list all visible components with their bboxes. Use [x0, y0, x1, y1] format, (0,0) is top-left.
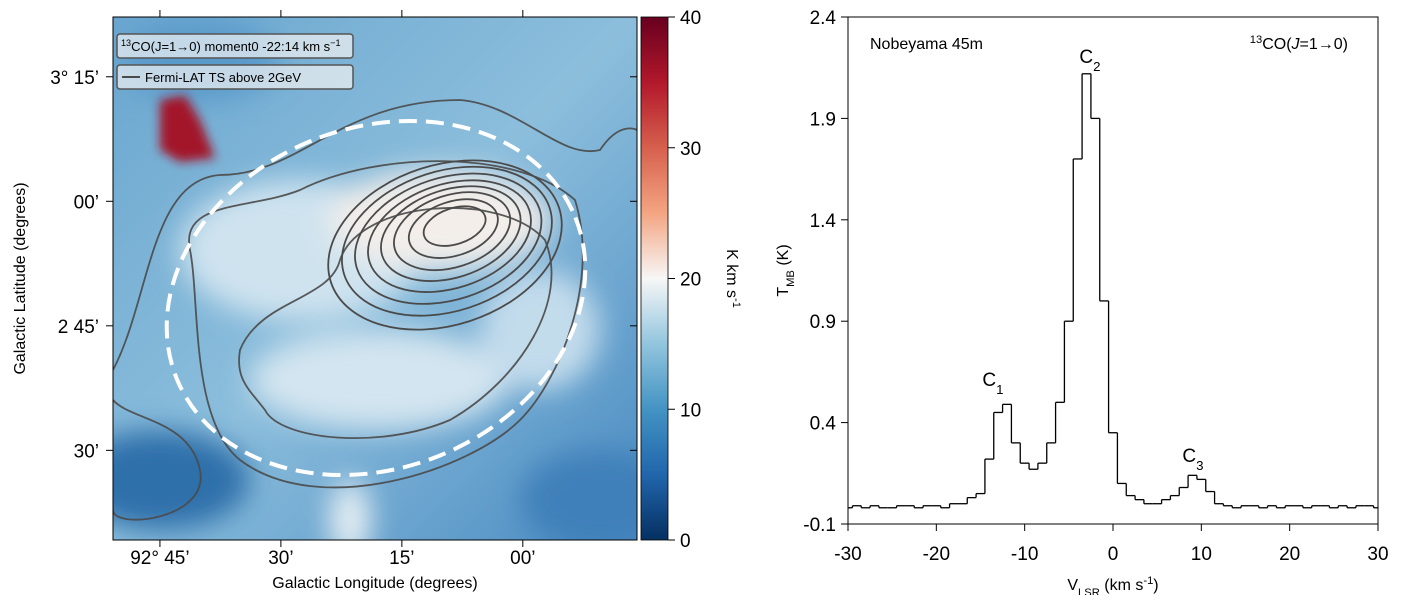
y-tick-label: 30’ [74, 441, 99, 462]
colorbar-tick-label: 10 [680, 400, 701, 421]
y-tick-label: 00’ [74, 192, 99, 213]
x-tick-label: 30’ [268, 548, 293, 569]
y-tick-label: 1.9 [810, 109, 836, 130]
x-tick-label: -10 [1011, 544, 1038, 565]
x-axis-label: VLSR (km s-1) [1067, 575, 1158, 595]
peak-label-part: C [1079, 47, 1093, 68]
legend-label: Fermi-LAT TS above 2GeV [145, 70, 301, 85]
x-axis-label-part: ) [1153, 577, 1158, 594]
colorbar-label-part: -1 [730, 298, 742, 308]
annotation-part: =1→0) [1300, 36, 1348, 53]
y-axis-label-part: T [775, 287, 792, 297]
x-axis-label-part: -1 [1143, 575, 1153, 587]
annotation: 13CO(J=1→0) [1250, 34, 1348, 53]
x-tick-label: 20 [1279, 544, 1300, 565]
x-tick-label: 00’ [510, 548, 535, 569]
y-tick-label: 3° 15’ [50, 68, 99, 89]
annotation-part: Nobeyama 45m [870, 36, 983, 53]
y-axis-label: Galactic Latitude (degrees) [12, 182, 29, 374]
annotation: Nobeyama 45m [870, 36, 983, 53]
x-tick-label: 10 [1191, 544, 1212, 565]
x-tick-label: 0 [1108, 544, 1119, 565]
peak-label-part: C [1182, 446, 1196, 467]
annotation-part: J [1291, 36, 1301, 53]
y-axis-label-part: MB [785, 270, 797, 287]
y-tick-label: 0.9 [810, 312, 836, 333]
legend-label-part: −1 [330, 38, 340, 48]
colorbar-tick-label: 0 [680, 531, 691, 552]
legend-box [116, 64, 354, 90]
map-frame [112, 16, 638, 541]
y-tick-label: 1.4 [810, 211, 837, 232]
annotation-part: CO( [1262, 36, 1292, 53]
colorbar-tick-label: 20 [680, 270, 701, 291]
peak-label-part: C [982, 370, 996, 391]
legend-label-part: Fermi-LAT TS above 2GeV [145, 70, 301, 85]
peak-label-part: 2 [1093, 59, 1100, 74]
x-tick-label: 92° 45’ [130, 548, 189, 569]
x-tick-label: -20 [923, 544, 950, 565]
y-axis-label-part: (K) [775, 244, 792, 270]
step-riser [851, 73, 1375, 508]
spectrum-frame [847, 16, 1379, 525]
colorbar [640, 16, 669, 541]
legend-box [116, 33, 354, 59]
x-tick-label: 15’ [389, 548, 414, 569]
y-tick-label: 2.4 [810, 8, 837, 29]
peak-label: C2 [1079, 47, 1100, 74]
annotation-part: 13 [1250, 34, 1262, 46]
colorbar-tick-label: 30 [680, 139, 701, 160]
colorbar-label-part: K km s [723, 249, 740, 298]
peak-label: C1 [982, 370, 1003, 397]
y-tick-label: 0.4 [810, 414, 837, 435]
y-tick-label: 2 45’ [58, 317, 99, 338]
legend-label-part: 13 [121, 38, 131, 48]
colorbar-tick-label: 40 [680, 8, 701, 29]
x-axis-label-part: LSR [1078, 587, 1100, 595]
x-axis-label-part: (km s [1100, 577, 1144, 594]
legend-label: 13CO(J=1→0) moment0 -22:14 km s−1 [121, 38, 341, 54]
peak-label-part: 1 [996, 382, 1003, 397]
legend-label-part: CO(J=1→0) moment0 -22:14 km s [131, 39, 331, 54]
x-axis-label-part: V [1067, 577, 1078, 594]
map-image [113, 17, 637, 540]
x-axis-label: Galactic Longitude (degrees) [272, 575, 477, 592]
y-tick-label: -0.1 [803, 515, 836, 536]
y-axis-label: TMB (K) [775, 244, 797, 296]
peak-label-part: 3 [1196, 458, 1203, 473]
peak-label: C3 [1182, 446, 1203, 473]
x-tick-label: 30 [1367, 544, 1388, 565]
colorbar-label: K km s-1 [723, 249, 742, 308]
x-tick-label: -30 [834, 544, 861, 565]
